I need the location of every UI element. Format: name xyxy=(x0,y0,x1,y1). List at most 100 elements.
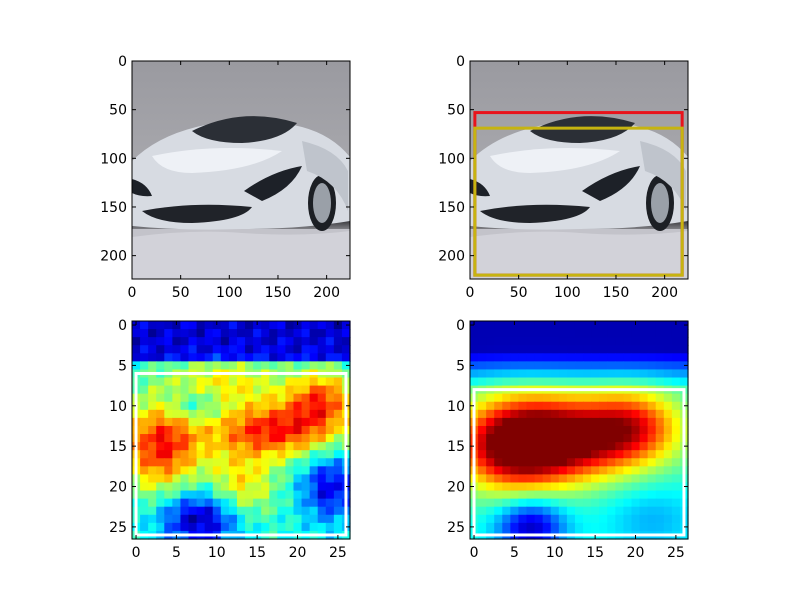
heatmap-cell xyxy=(574,506,584,516)
heatmap-cell xyxy=(301,353,311,362)
heatmap-cell xyxy=(156,409,165,419)
heatmap-cell xyxy=(164,345,173,354)
heatmap-cell xyxy=(164,337,173,346)
heatmap-cell xyxy=(253,442,262,451)
heatmap-cell xyxy=(550,425,560,435)
heatmap-cell xyxy=(228,450,238,459)
heatmap-cell xyxy=(132,353,141,362)
heatmap-cell xyxy=(478,434,487,443)
heatmap-cell xyxy=(470,353,479,362)
heatmap-cell xyxy=(510,353,520,362)
heatmap-cell xyxy=(663,498,673,508)
heatmap-cell xyxy=(502,506,511,516)
heatmap-cell xyxy=(245,385,254,395)
heatmap-cell xyxy=(526,321,536,330)
heatmap-cell xyxy=(510,498,520,508)
heatmap-cell xyxy=(583,401,592,411)
heatmap-cell xyxy=(558,514,568,524)
heatmap-cell xyxy=(534,482,544,492)
heatmap-cell xyxy=(550,498,560,508)
heatmap-cell xyxy=(164,417,173,427)
heatmap-cell xyxy=(631,482,641,492)
heatmap-cell xyxy=(470,329,479,338)
heatmap-cell xyxy=(607,401,616,411)
heatmap-cell xyxy=(245,442,254,451)
heatmap-cell xyxy=(325,321,335,330)
heatmap-cell xyxy=(566,442,576,451)
x-tick-label: 0 xyxy=(470,545,479,561)
heatmap-cell xyxy=(542,490,552,500)
heatmap-cell xyxy=(204,337,214,346)
heatmap-cell xyxy=(574,482,584,492)
heatmap-cell xyxy=(261,434,270,443)
heatmap-cell xyxy=(607,482,616,492)
heatmap-cell xyxy=(164,329,173,338)
heatmap-cell xyxy=(285,498,295,508)
heatmap-cell xyxy=(261,506,270,516)
heatmap-cell xyxy=(172,409,182,419)
heatmap-cell xyxy=(228,458,238,467)
heatmap-cell xyxy=(325,401,335,411)
heatmap-cell xyxy=(502,393,511,403)
heatmap-cell xyxy=(623,514,633,524)
heatmap-cell xyxy=(510,409,520,419)
heatmap-cell xyxy=(599,425,608,435)
heatmap-cell xyxy=(317,377,327,387)
heatmap-cell xyxy=(647,409,657,419)
heatmap-cell xyxy=(188,377,198,387)
heatmap-cell xyxy=(204,361,214,371)
heatmap-cell xyxy=(188,466,198,476)
heatmap-cell xyxy=(204,401,214,411)
heatmap-cell xyxy=(639,409,649,419)
heatmap-cell xyxy=(534,329,544,338)
heatmap-cell xyxy=(599,393,608,403)
heatmap-cell xyxy=(591,417,600,427)
tick-labels: 0 5 10 15 20 25 0 5 10 15 20 25 xyxy=(109,318,350,561)
heatmap-cell xyxy=(156,514,165,524)
heatmap-cell xyxy=(550,329,560,338)
x-tick-label: 150 xyxy=(265,285,292,301)
heatmap-cell xyxy=(293,353,303,362)
heatmap-cell xyxy=(148,329,157,338)
heatmap-cell xyxy=(510,321,520,330)
heatmap-cell xyxy=(631,522,641,532)
heatmap-cell xyxy=(172,401,182,411)
heatmap-cell xyxy=(253,490,262,500)
heatmap-cell xyxy=(534,377,544,387)
heatmap-cell xyxy=(671,337,681,346)
heatmap-cell xyxy=(285,353,295,362)
heatmap-cell xyxy=(639,417,649,427)
heatmap-cell xyxy=(212,417,222,427)
heatmap-cell xyxy=(526,425,536,435)
heatmap-cell xyxy=(212,337,222,346)
heatmap-cell xyxy=(526,417,536,427)
heatmap-cell xyxy=(180,514,190,524)
heatmap-cell xyxy=(333,401,343,411)
heatmap-cell xyxy=(156,458,165,467)
heatmap-cell xyxy=(518,490,528,500)
heatmap-cell xyxy=(317,337,327,346)
heatmap-cell xyxy=(502,401,511,411)
heatmap-cell xyxy=(615,425,625,435)
heatmap-cell xyxy=(671,522,681,532)
heatmap-cell xyxy=(269,417,278,427)
heatmap-cell xyxy=(132,345,141,354)
heatmap-cell xyxy=(317,450,327,459)
heatmap-cell xyxy=(655,425,665,435)
heatmap-cell xyxy=(156,425,165,435)
heatmap-cell xyxy=(510,458,520,467)
heatmap-cell xyxy=(518,345,528,354)
heatmap-cell xyxy=(470,377,479,387)
heatmap-cell xyxy=(301,474,311,484)
heatmap-cell xyxy=(164,377,173,387)
car-photo xyxy=(132,61,350,279)
y-tick-label: 0 xyxy=(118,54,127,70)
heatmap-cell xyxy=(188,474,198,484)
y-tick-label: 10 xyxy=(447,399,465,415)
heatmap-cell xyxy=(261,522,270,532)
heatmap-cell xyxy=(502,514,511,524)
x-tick-label: 15 xyxy=(248,545,266,561)
heatmap-cell xyxy=(269,409,278,419)
heatmap-cell xyxy=(317,498,327,508)
heatmap-cell xyxy=(261,329,270,338)
